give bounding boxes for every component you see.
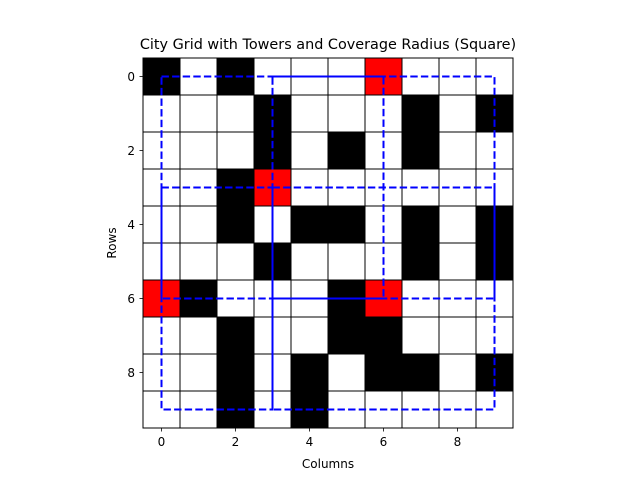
coverage-square-3	[271, 186, 496, 411]
grid-cell-r4-c4	[290, 205, 329, 244]
grid-cell-r1-c1	[179, 94, 218, 133]
chart-title: City Grid with Towers and Coverage Radiu…	[140, 37, 516, 53]
grid-cell-r7-c5	[327, 316, 366, 355]
coverage-squares	[160, 75, 496, 411]
y-tick-label-4: 4	[127, 218, 135, 232]
grid-cell-r7-c1	[179, 316, 218, 355]
grid-cell-r1-c2	[216, 94, 255, 133]
grid-cell-r2-c8	[438, 131, 477, 170]
x-axis-ticks: 0 2 4 6 8	[158, 428, 462, 449]
grid-cell-r5-c4	[290, 242, 329, 281]
grid-cell-r1-c8	[438, 94, 477, 133]
grid-cell-r7-c6	[364, 316, 403, 355]
grid-cell-r7-c4	[290, 316, 329, 355]
grid-cell-r4-c2	[216, 205, 255, 244]
grid-cell-r5-c8	[438, 242, 477, 281]
coverage-square-2	[160, 186, 274, 411]
y-tick-label-6: 6	[127, 292, 135, 306]
grid-cell-r4-c7	[401, 205, 440, 244]
x-tick-label-8: 8	[454, 435, 462, 449]
grid-cell-r4-c8	[438, 205, 477, 244]
grid-cell-r8-c8	[438, 353, 477, 392]
plot-frame	[142, 57, 514, 429]
grid-cells	[142, 57, 514, 429]
grid-cell-r4-c5	[327, 205, 366, 244]
grid-cell-r1-c5	[327, 94, 366, 133]
grid-cell-r1-c4	[290, 94, 329, 133]
y-tick-label-2: 2	[127, 144, 135, 158]
grid-cell-r5-c5	[327, 242, 366, 281]
grid-cell-r1-c7	[401, 94, 440, 133]
grid-cell-r7-c7	[401, 316, 440, 355]
grid-cell-r8-c2	[216, 353, 255, 392]
x-tick-label-2: 2	[232, 435, 240, 449]
x-tick-label-0: 0	[158, 435, 166, 449]
y-tick-label-8: 8	[127, 366, 135, 380]
grid-cell-r5-c2	[216, 242, 255, 281]
y-axis-label: Rows	[105, 227, 119, 258]
grid-cell-r7-c2	[216, 316, 255, 355]
grid-cell-r2-c1	[179, 131, 218, 170]
grid-cell-r8-c1	[179, 353, 218, 392]
x-axis-label: Columns	[302, 457, 354, 471]
grid-cell-r4-c1	[179, 205, 218, 244]
grid-cell-r7-c8	[438, 316, 477, 355]
grid-cell-r2-c5	[327, 131, 366, 170]
grid-cell-r2-c2	[216, 131, 255, 170]
x-tick-label-4: 4	[306, 435, 314, 449]
grid-cell-r8-c5	[327, 353, 366, 392]
grid-cell-r5-c1	[179, 242, 218, 281]
y-tick-label-0: 0	[127, 70, 135, 84]
grid-cell-r8-c4	[290, 353, 329, 392]
grid-cell-r2-c7	[401, 131, 440, 170]
y-axis-ticks: 0 2 4 6 8	[127, 70, 143, 380]
grid-cell-r2-c4	[290, 131, 329, 170]
x-tick-label-6: 6	[380, 435, 388, 449]
grid-cell-r8-c6	[364, 353, 403, 392]
grid-cell-r5-c7	[401, 242, 440, 281]
grid-cell-r8-c7	[401, 353, 440, 392]
